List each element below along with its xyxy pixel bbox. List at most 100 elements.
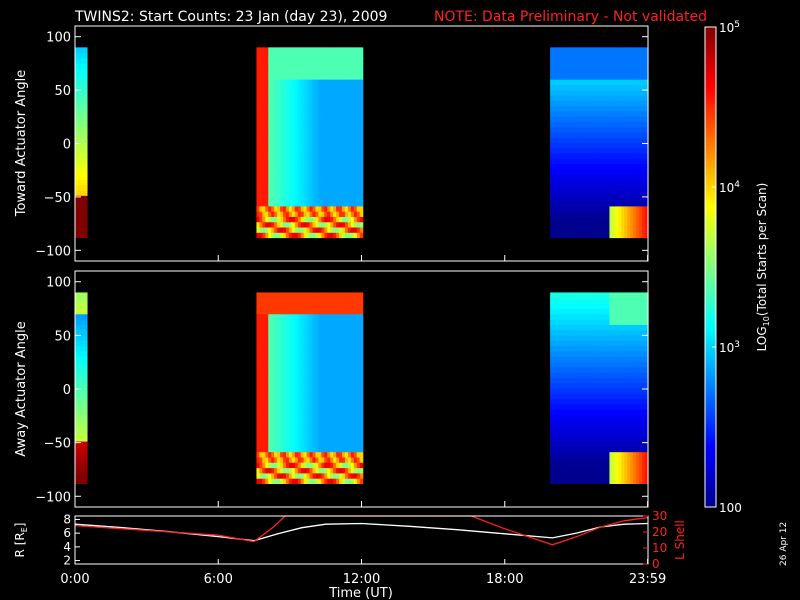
heatmap-cell (591, 467, 596, 474)
heatmap-cell (321, 147, 325, 154)
heatmap-cell (265, 126, 269, 133)
heatmap-cell (336, 163, 340, 170)
heatmap-cell (80, 232, 85, 239)
heatmap-cell (80, 89, 85, 96)
heatmap-cell (579, 387, 584, 394)
heatmap-cell (588, 350, 593, 357)
heatmap-cell (606, 456, 611, 463)
heatmap-cell (636, 137, 640, 144)
heatmap-cell (339, 63, 343, 70)
heatmap-cell (588, 195, 593, 202)
heatmap-cell (344, 393, 349, 400)
heatmap-cell (615, 174, 619, 181)
heatmap-cell (271, 126, 275, 133)
heatmap-cell (603, 393, 608, 400)
heatmap-cell (603, 425, 608, 431)
heatmap-cell (642, 47, 646, 54)
heatmap-cell (291, 57, 296, 64)
heatmap-cell (336, 440, 340, 447)
heatmap-cell (576, 456, 581, 463)
heatmap-cell (639, 147, 643, 154)
heatmap-cell (300, 79, 305, 85)
heatmap-cell (300, 110, 305, 117)
heatmap-cell (559, 356, 563, 363)
heatmap-cell (312, 318, 317, 325)
heatmap-cell (350, 73, 355, 80)
heatmap-cell (609, 425, 614, 431)
heatmap-cell (315, 334, 320, 341)
heatmap-cell (609, 163, 614, 170)
heatmap-cell (570, 189, 575, 196)
heatmap-cell (291, 131, 296, 138)
heatmap-cell (573, 313, 578, 320)
heatmap-cell (344, 110, 349, 117)
heatmap-cell (615, 68, 619, 75)
heatmap-cell (582, 52, 587, 59)
heatmap-cell (561, 345, 566, 352)
heatmap-cell (315, 163, 320, 170)
heatmap-cell (603, 137, 608, 144)
heatmap-cell (336, 361, 340, 368)
heatmap-cell (271, 131, 275, 138)
heatmap-cell (256, 382, 261, 389)
heatmap-cell (633, 52, 637, 59)
heatmap-cell (612, 158, 616, 165)
heatmap-cell (80, 430, 85, 437)
heatmap-cell (359, 68, 364, 75)
heatmap-cell (609, 324, 614, 331)
heatmap-cell (342, 168, 346, 175)
heatmap-cell (256, 221, 261, 228)
heatmap-cell (603, 147, 608, 154)
heatmap-cell (342, 221, 346, 228)
heatmap-cell (327, 174, 331, 181)
heatmap-cell (268, 79, 272, 85)
heatmap-cell (561, 350, 566, 357)
heatmap-cell (591, 57, 596, 64)
heatmap-cell (318, 393, 322, 400)
heatmap-cell (303, 100, 308, 107)
heatmap-cell (359, 451, 364, 458)
heatmap-cell (347, 430, 352, 437)
heatmap-cell (624, 174, 628, 181)
heatmap-cell (277, 382, 281, 389)
heatmap-cell (291, 393, 296, 400)
heatmap-cell (294, 292, 299, 299)
heatmap-cell (561, 292, 566, 299)
heatmap-cell (633, 131, 637, 138)
heatmap-cell (294, 174, 299, 181)
heatmap-cell (315, 393, 320, 400)
heatmap-cell (609, 195, 614, 202)
heatmap-cell (265, 462, 269, 469)
heatmap-cell (303, 63, 308, 70)
heatmap-cell (306, 366, 311, 373)
heatmap-cell (309, 345, 314, 352)
heatmap-cell (564, 313, 569, 320)
heatmap-cell (588, 163, 593, 170)
heatmap-cell (280, 200, 284, 207)
heatmap-cell (347, 377, 352, 384)
heatmap-cell (600, 179, 605, 186)
heatmap-cell (618, 419, 622, 426)
heatmap-cell (265, 419, 269, 426)
heatmap-cell (262, 47, 266, 54)
heatmap-cell (342, 472, 346, 479)
heatmap-cell (306, 456, 311, 463)
heatmap-cell (297, 142, 302, 149)
heatmap-cell (603, 142, 608, 149)
heatmap-cell (318, 73, 322, 80)
heatmap-cell (324, 179, 328, 186)
heatmap-cell (573, 47, 578, 54)
heatmap-cell (265, 158, 269, 165)
heatmap-cell (633, 226, 637, 233)
heatmap-cell (606, 419, 611, 426)
heatmap-cell (553, 425, 557, 431)
heatmap-cell (603, 200, 608, 207)
heatmap-cell (612, 478, 616, 484)
heatmap-cell (561, 73, 566, 80)
heatmap-cell (573, 174, 578, 181)
heatmap-cell (573, 430, 578, 437)
heatmap-cell (588, 105, 593, 112)
heatmap-cell (556, 430, 560, 437)
heatmap-cell (300, 147, 305, 154)
heatmap-cell (333, 425, 337, 431)
